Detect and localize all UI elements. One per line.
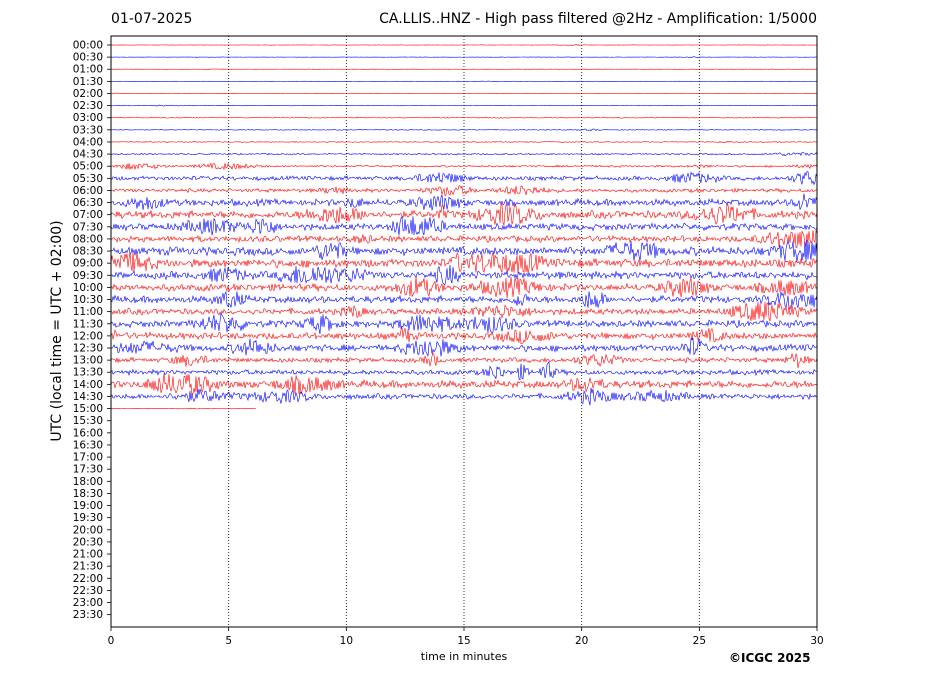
y-tick-label: 11:00	[73, 306, 103, 318]
seismic-trace-14:00	[110, 373, 818, 397]
y-tick-label: 13:00	[73, 355, 103, 367]
y-tick-label: 08:30	[73, 246, 103, 258]
y-tick-label: 12:30	[73, 343, 103, 355]
seismic-trace-05:30	[110, 171, 818, 186]
seismic-trace-00:00	[110, 44, 818, 46]
seismic-trace-14:30	[110, 387, 818, 406]
seismic-trace-01:00	[110, 68, 818, 70]
y-tick-label: 19:00	[73, 500, 103, 512]
axis-layer: 00:0000:3001:0001:3002:0002:3003:0003:30…	[73, 35, 824, 647]
chart-title: CA.LLIS..HNZ - High pass filtered @2Hz -…	[379, 11, 817, 27]
seismic-trace-09:30	[110, 264, 818, 285]
x-tick-label: 10	[340, 635, 353, 647]
y-tick-label: 17:00	[73, 452, 103, 464]
seismic-trace-10:00	[110, 276, 818, 299]
y-tick-label: 20:00	[73, 524, 103, 536]
seismic-trace-04:30	[110, 152, 818, 157]
x-tick-label: 5	[225, 635, 232, 647]
seismic-trace-08:30	[110, 239, 818, 262]
y-tick-label: 23:00	[73, 597, 103, 609]
seismic-trace-04:00	[110, 140, 818, 144]
y-tick-label: 15:30	[73, 415, 103, 427]
date-label: 01-07-2025	[111, 11, 193, 27]
seismic-trace-15:00	[110, 407, 257, 410]
y-tick-label: 12:00	[73, 330, 103, 342]
y-tick-label: 09:00	[73, 258, 103, 270]
y-tick-label: 13:30	[73, 367, 103, 379]
y-tick-label: 10:00	[73, 282, 103, 294]
y-tick-label: 14:00	[73, 379, 103, 391]
y-tick-label: 21:30	[73, 561, 103, 573]
y-tick-label: 02:00	[73, 88, 103, 100]
seismic-trace-11:30	[110, 312, 818, 335]
y-tick-label: 00:00	[73, 40, 103, 52]
y-tick-label: 04:00	[73, 136, 103, 148]
y-tick-label: 21:00	[73, 549, 103, 561]
y-tick-label: 15:00	[73, 403, 103, 415]
seismic-trace-06:30	[110, 193, 818, 211]
seismic-trace-07:00	[110, 202, 818, 226]
seismic-trace-08:00	[110, 230, 818, 249]
y-tick-label: 22:00	[73, 573, 103, 585]
seismic-trace-05:00	[110, 162, 818, 171]
y-tick-label: 05:00	[73, 161, 103, 173]
y-tick-label: 04:30	[73, 149, 103, 161]
seismic-trace-13:30	[110, 360, 818, 381]
y-tick-label: 16:30	[73, 439, 103, 451]
seismic-trace-07:30	[110, 215, 818, 236]
y-tick-label: 18:00	[73, 476, 103, 488]
y-tick-label: 01:00	[73, 64, 103, 76]
y-tick-label: 17:30	[73, 464, 103, 476]
grid-layer	[228, 36, 700, 627]
trace-layer	[110, 44, 818, 410]
y-tick-label: 14:30	[73, 391, 103, 403]
x-tick-label: 15	[457, 635, 470, 647]
y-tick-label: 05:30	[73, 173, 103, 185]
seismic-trace-11:00	[110, 301, 818, 322]
y-tick-label: 09:30	[73, 270, 103, 282]
seismic-trace-13:00	[110, 352, 818, 369]
y-tick-label: 22:30	[73, 585, 103, 597]
y-tick-label: 02:30	[73, 100, 103, 112]
copyright-credit: ©ICGC 2025	[729, 651, 811, 665]
x-axis-label: time in minutes	[420, 650, 508, 663]
y-tick-label: 06:00	[73, 185, 103, 197]
y-tick-label: 06:30	[73, 197, 103, 209]
y-tick-label: 18:30	[73, 488, 103, 500]
y-tick-label: 00:30	[73, 52, 103, 64]
y-tick-label: 07:30	[73, 221, 103, 233]
seismic-trace-02:00	[110, 92, 818, 95]
seismic-trace-01:30	[110, 80, 818, 83]
x-tick-label: 0	[108, 635, 115, 647]
seismic-trace-10:30	[110, 290, 818, 310]
y-tick-label: 19:30	[73, 512, 103, 524]
seismic-trace-09:00	[110, 252, 818, 274]
y-tick-label: 10:30	[73, 294, 103, 306]
seismic-trace-00:30	[110, 56, 818, 59]
y-tick-label: 01:30	[73, 76, 103, 88]
x-tick-label: 20	[575, 635, 588, 647]
x-tick-label: 25	[693, 635, 706, 647]
y-tick-label: 20:30	[73, 536, 103, 548]
x-tick-label: 30	[810, 635, 823, 647]
seismic-trace-12:00	[110, 327, 818, 345]
y-tick-label: 03:30	[73, 124, 103, 136]
y-tick-label: 16:00	[73, 427, 103, 439]
y-tick-label: 08:00	[73, 233, 103, 245]
seismic-trace-02:30	[110, 104, 818, 107]
y-tick-label: 23:30	[73, 609, 103, 621]
y-tick-label: 11:30	[73, 318, 103, 330]
seismic-trace-03:00	[110, 116, 817, 119]
seismic-trace-12:30	[110, 337, 818, 357]
y-tick-label: 07:00	[73, 209, 103, 221]
seismic-trace-03:30	[110, 128, 818, 132]
seismic-trace-06:00	[110, 184, 818, 197]
y-tick-label: 03:00	[73, 112, 103, 124]
